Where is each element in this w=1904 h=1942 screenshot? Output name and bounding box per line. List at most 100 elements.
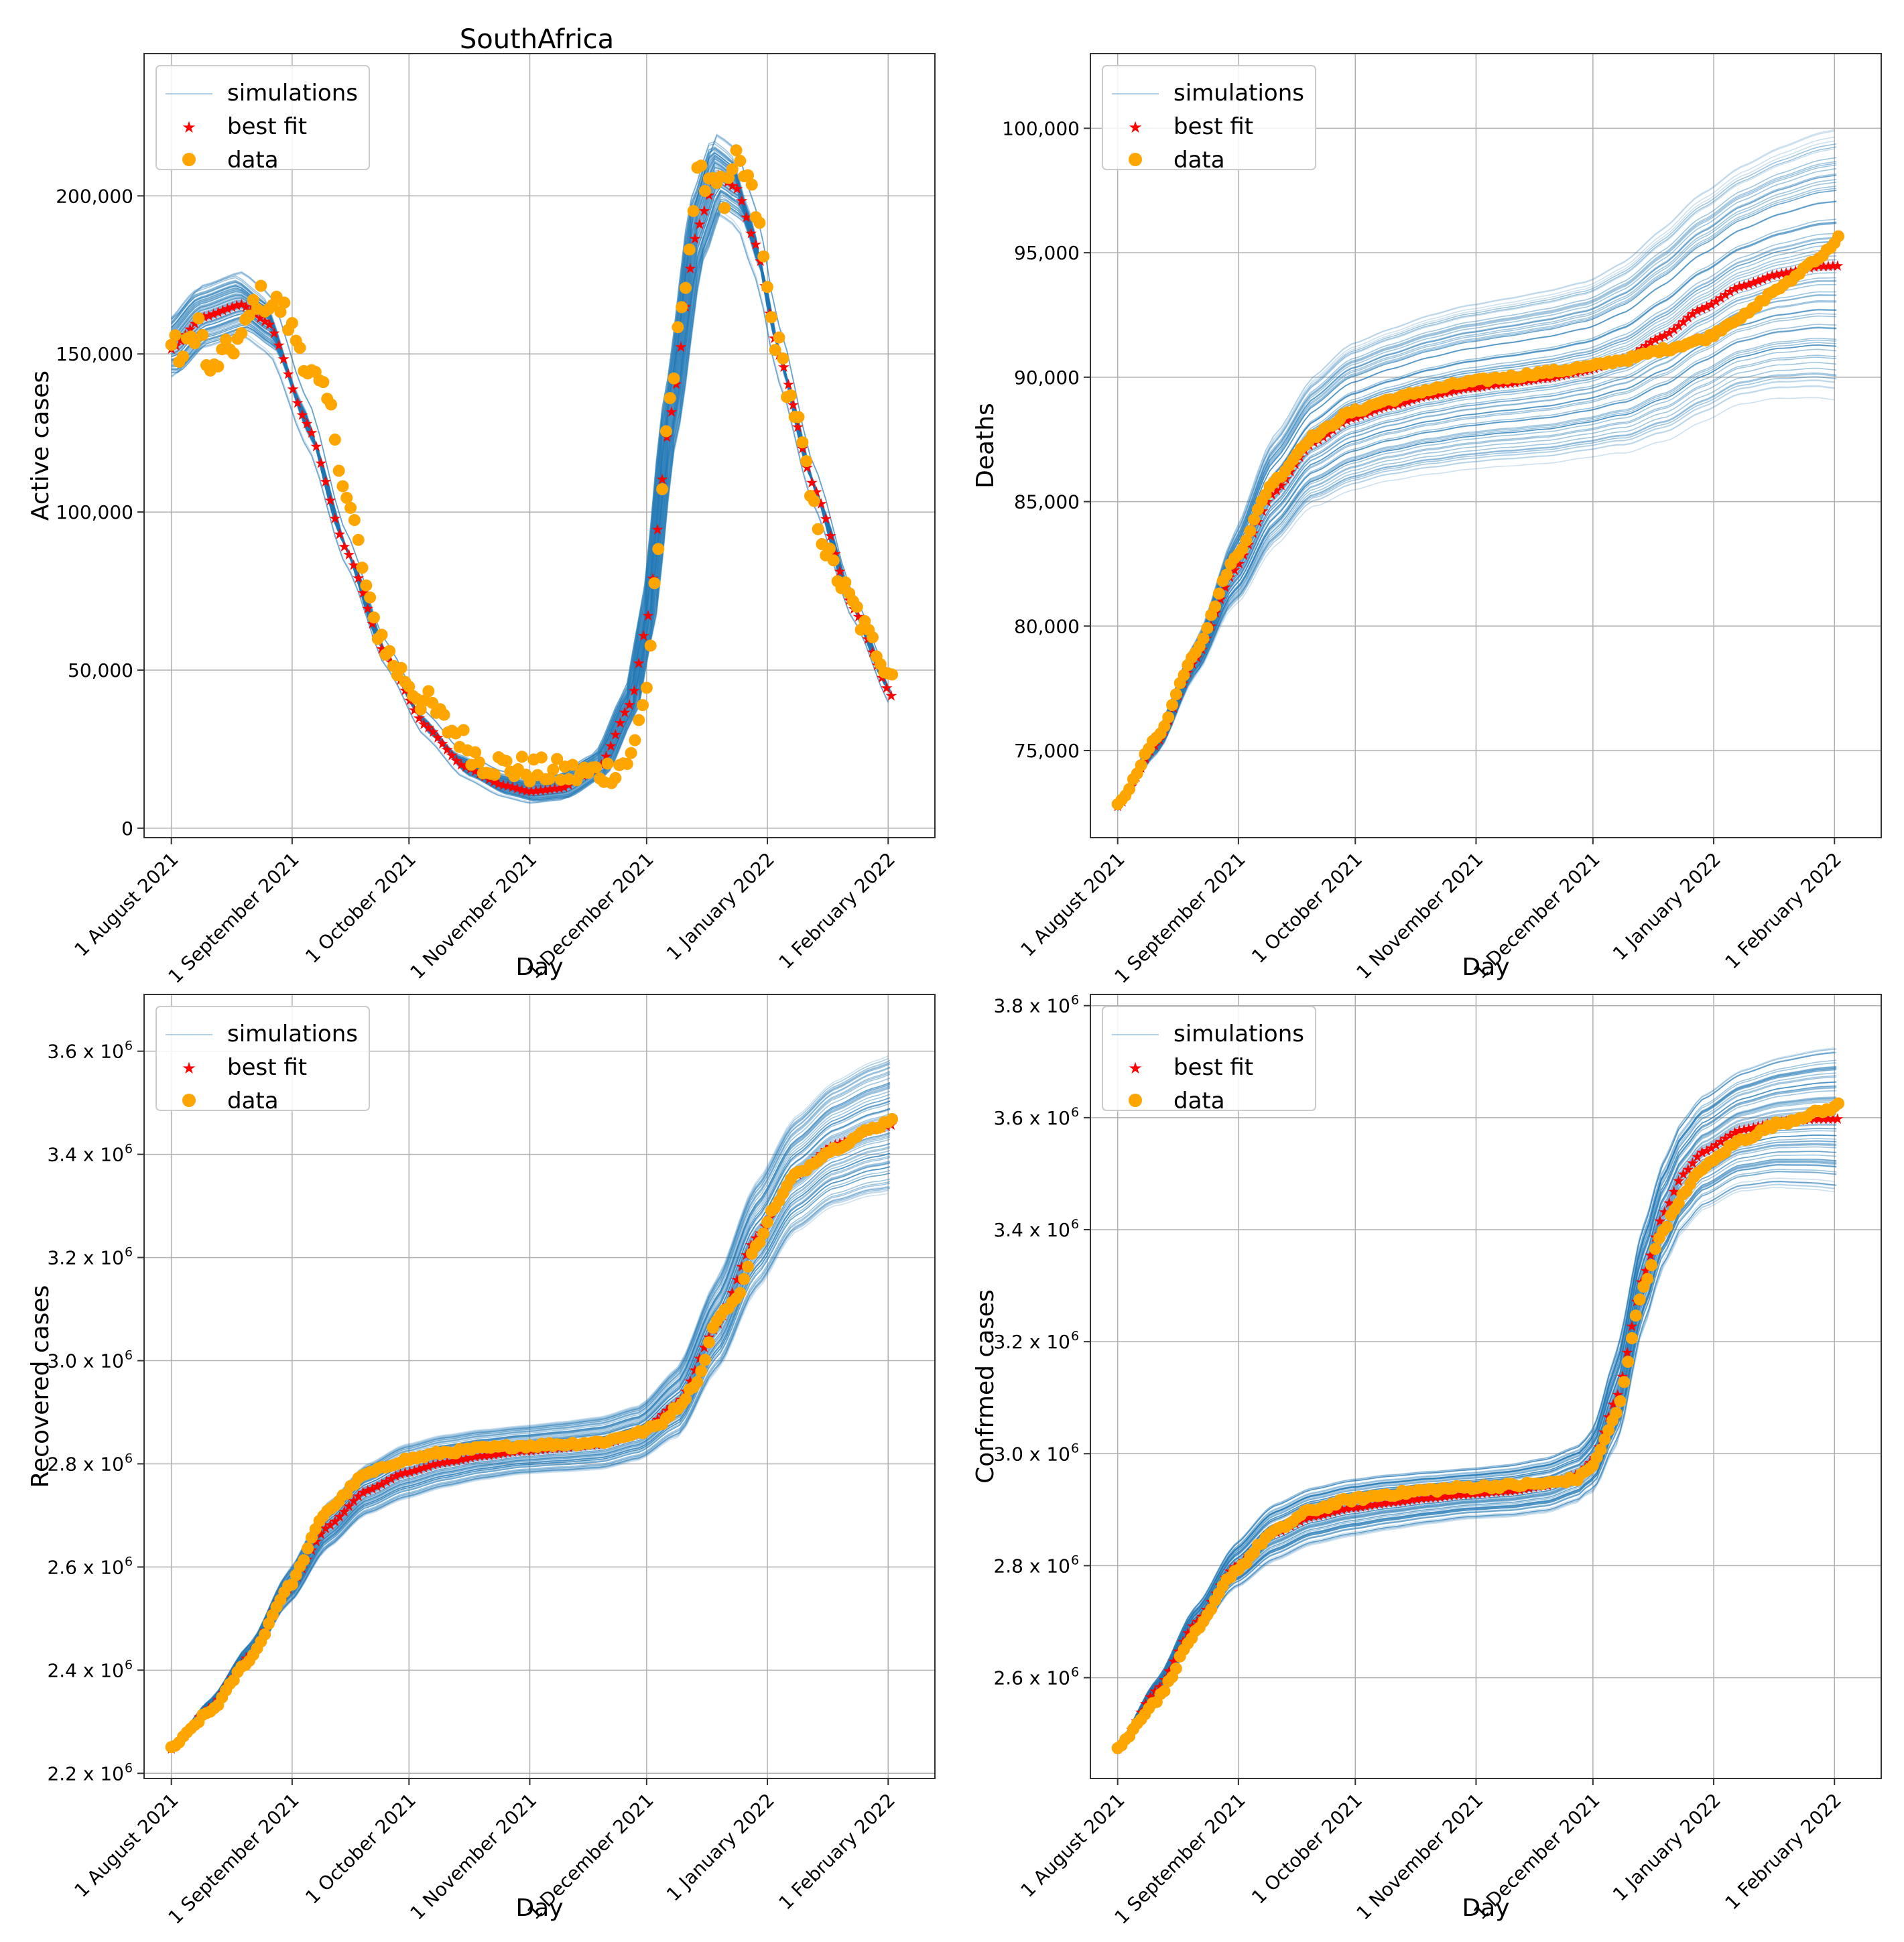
best-fit-point: ★ — [1686, 306, 1700, 323]
y-tick-exponent: 6 — [125, 1554, 133, 1569]
y-tick-label: 200,000 — [56, 185, 133, 207]
simulation-line — [1117, 1086, 1837, 1747]
legend: ★ simulations best fit data — [155, 65, 370, 174]
simulation-line — [171, 1187, 891, 1752]
data-point — [364, 591, 377, 604]
simulation-line — [171, 194, 891, 798]
best-fit-point: ★ — [641, 608, 655, 625]
data-point — [679, 1393, 692, 1406]
data-point — [515, 751, 528, 763]
simulation-line — [1117, 1059, 1837, 1746]
simulation-line — [171, 1061, 889, 1745]
best-fit-point: ★ — [529, 783, 543, 800]
best-fit-point: ★ — [1653, 329, 1667, 346]
data-point — [255, 279, 267, 292]
simulation-line — [171, 200, 891, 799]
data-point — [699, 185, 712, 198]
y-tick-label: 85,000 — [1014, 491, 1080, 513]
simulation-line — [171, 186, 891, 795]
data-point — [543, 773, 556, 785]
simulation-line — [1117, 380, 1835, 811]
legend-best-fit-swatch: ★ — [1128, 118, 1143, 137]
simulation-line — [1117, 1170, 1837, 1752]
data-point — [734, 155, 747, 168]
simulation-line — [1117, 344, 1837, 810]
data-point — [886, 668, 899, 681]
best-fit-point: ★ — [258, 314, 271, 330]
y-tick-label: 100,000 — [56, 501, 133, 523]
best-fit-point: ★ — [324, 493, 337, 509]
best-fit-point: ★ — [310, 438, 323, 455]
legend-label: data — [227, 1088, 279, 1114]
data-point — [644, 639, 657, 652]
simulation-line — [1117, 1051, 1835, 1745]
data-point — [274, 306, 287, 318]
best-fit-point: ★ — [623, 697, 636, 714]
data-point — [1197, 632, 1210, 645]
data-point — [687, 204, 700, 217]
best-fit-point: ★ — [300, 415, 314, 432]
data-point — [1169, 1662, 1182, 1675]
simulation-line — [171, 1055, 889, 1745]
best-fit-point: ★ — [1742, 277, 1755, 294]
y-axis-label: Confrmed cases — [972, 1289, 999, 1484]
data-point — [1625, 1332, 1638, 1344]
y-axis: 0 50,000 100,000 150,000 200,000 — [56, 185, 144, 840]
best-fit-point: ★ — [394, 1466, 407, 1483]
best-fit-point: ★ — [296, 407, 309, 424]
legend-label: simulations — [1173, 80, 1304, 107]
simulation-line — [1117, 277, 1837, 807]
data-point — [1622, 1356, 1635, 1368]
best-fit-point: ★ — [408, 1463, 422, 1480]
best-fit-point: ★ — [1765, 268, 1779, 285]
data-point — [668, 372, 680, 385]
data-point — [243, 309, 255, 322]
data-point — [1248, 513, 1261, 526]
legend-label: simulations — [1173, 1021, 1304, 1047]
grid — [1090, 994, 1881, 1778]
best-fit-point: ★ — [688, 231, 702, 248]
best-fit-point: ★ — [333, 527, 346, 543]
data-point — [839, 576, 852, 589]
best-fit-point: ★ — [515, 782, 529, 799]
legend: ★ simulations best fit data — [1102, 1006, 1316, 1114]
y-tick-label: 100,000 — [1002, 117, 1080, 139]
best-fit-point: ★ — [740, 210, 753, 226]
x-axis-label: Day — [515, 954, 563, 981]
data-point — [188, 337, 201, 350]
data-point — [663, 392, 676, 405]
data-point — [1598, 1433, 1611, 1445]
data-point — [535, 751, 548, 764]
data-point — [1220, 568, 1233, 581]
axes-frame — [1090, 994, 1882, 1779]
simulation-line — [171, 1162, 891, 1750]
best-fit-point: ★ — [1714, 290, 1728, 307]
data-point — [472, 756, 485, 769]
y-tick-label: 75,000 — [1014, 740, 1080, 762]
y-tick-label: 3.6 x 10 — [993, 1107, 1070, 1129]
best-fit-point: ★ — [1677, 314, 1690, 330]
legend-frame — [1102, 65, 1316, 170]
simulation-line — [1117, 283, 1837, 807]
data-point — [769, 344, 781, 357]
legend-data-swatch — [1129, 1094, 1142, 1107]
simulation-line — [1117, 1180, 1837, 1752]
best-fit-point: ★ — [399, 1465, 412, 1482]
simulation-line — [171, 208, 891, 802]
y-tick-label: 3.2 x 10 — [993, 1331, 1070, 1353]
data-point — [1832, 230, 1845, 243]
y-tick-label: 3.0 x 10 — [47, 1350, 124, 1372]
simulation-line — [1117, 1087, 1837, 1747]
data-point — [1123, 783, 1136, 795]
simulation-line — [1117, 1161, 1837, 1751]
best-fit-point: ★ — [1696, 301, 1709, 318]
data-point — [285, 1578, 298, 1591]
best-fit-point: ★ — [1751, 273, 1765, 290]
y-tick-exponent: 6 — [1071, 1217, 1079, 1232]
simulation-line — [171, 1190, 889, 1752]
simulation-line — [1117, 373, 1837, 811]
best-fit-point: ★ — [221, 301, 235, 318]
best-fit-point: ★ — [501, 778, 515, 795]
data-point — [348, 514, 361, 527]
simulation-line — [171, 198, 891, 799]
